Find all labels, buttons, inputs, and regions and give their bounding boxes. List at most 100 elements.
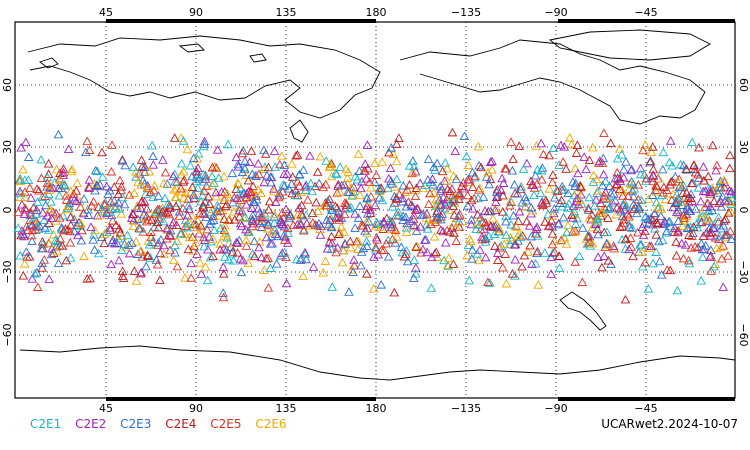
observation-marker (448, 196, 459, 205)
observation-marker (278, 213, 289, 222)
observation-marker (172, 261, 183, 271)
observation-marker (407, 167, 418, 177)
observation-marker (183, 200, 194, 210)
observation-marker (24, 251, 35, 261)
observation-marker (575, 182, 586, 191)
observation-marker (637, 222, 648, 232)
observation-marker (432, 252, 443, 261)
observation-marker (640, 140, 650, 149)
observation-marker (139, 196, 150, 206)
lon-label: −135 (451, 402, 481, 415)
observation-marker (641, 173, 652, 183)
observation-marker (349, 260, 360, 270)
observation-marker (501, 211, 511, 221)
observation-marker (159, 240, 169, 250)
observation-marker (281, 278, 292, 288)
observation-marker (411, 226, 422, 235)
observation-marker (356, 260, 366, 270)
observation-marker (315, 224, 325, 233)
observation-marker (377, 157, 387, 166)
observation-marker (587, 238, 598, 248)
observation-marker (199, 136, 210, 146)
observation-marker (406, 199, 416, 209)
observation-marker (314, 178, 324, 188)
observation-marker (71, 186, 82, 195)
observation-marker (34, 185, 44, 195)
observation-marker (339, 198, 350, 207)
observation-marker (232, 193, 242, 203)
observation-marker (241, 199, 252, 209)
observation-marker (26, 193, 36, 202)
observation-marker (84, 145, 95, 154)
observation-marker (144, 166, 155, 176)
observation-marker (219, 171, 229, 181)
observation-marker (326, 158, 337, 168)
observation-marker (478, 192, 489, 201)
observation-marker (298, 225, 309, 235)
observation-marker (17, 225, 27, 235)
observation-marker (321, 179, 331, 189)
observation-marker (681, 164, 692, 173)
observation-marker (192, 183, 203, 192)
observation-marker (381, 238, 392, 248)
observation-marker (603, 240, 614, 249)
observation-marker (321, 156, 332, 165)
observation-marker (472, 249, 483, 258)
observation-marker (659, 182, 669, 192)
observation-marker (719, 177, 730, 187)
observation-marker (717, 191, 728, 201)
observation-marker (612, 173, 623, 182)
observation-marker (578, 223, 588, 232)
lat-label: 0 (737, 207, 750, 214)
observation-marker (431, 208, 442, 218)
observation-marker (509, 179, 520, 189)
observation-marker (704, 223, 715, 233)
observation-marker (558, 157, 568, 166)
observation-marker (685, 206, 696, 215)
observation-marker (593, 229, 603, 239)
observation-marker (305, 221, 315, 230)
observation-marker (16, 142, 26, 152)
observation-marker (711, 243, 722, 252)
observation-marker (27, 220, 37, 230)
observation-marker (389, 181, 400, 191)
observation-marker (628, 191, 639, 201)
observation-marker (360, 226, 370, 235)
observation-marker (709, 196, 719, 206)
observation-marker (174, 211, 184, 220)
observation-marker (618, 172, 629, 182)
observation-marker (626, 176, 637, 186)
observation-marker (357, 176, 367, 186)
observation-marker (387, 202, 398, 211)
observation-marker (249, 236, 260, 246)
observation-marker (603, 203, 614, 213)
observation-marker (339, 209, 350, 219)
observation-marker (186, 258, 196, 268)
observation-marker (570, 163, 580, 173)
lat-label: 60 (737, 78, 750, 92)
observation-marker (612, 153, 623, 163)
observation-marker (265, 239, 276, 248)
observation-marker (394, 189, 405, 199)
lon-label: −135 (451, 6, 481, 19)
observation-marker (704, 228, 715, 237)
observation-marker (236, 267, 247, 277)
observation-marker (514, 206, 525, 216)
observation-marker (378, 216, 389, 226)
observation-marker (602, 227, 612, 236)
observation-marker (155, 275, 165, 284)
observation-marker (624, 220, 635, 229)
observation-marker (404, 180, 415, 189)
observation-marker (427, 174, 438, 183)
observation-marker (705, 201, 716, 211)
observation-marker (721, 229, 732, 239)
observation-marker (597, 158, 608, 167)
observation-marker (528, 180, 538, 189)
observation-marker (146, 227, 156, 236)
observation-marker (723, 251, 733, 260)
observation-marker (490, 205, 501, 215)
observation-marker (63, 144, 74, 153)
observation-marker (536, 138, 547, 148)
observation-marker (430, 165, 440, 174)
observation-marker (370, 158, 380, 168)
